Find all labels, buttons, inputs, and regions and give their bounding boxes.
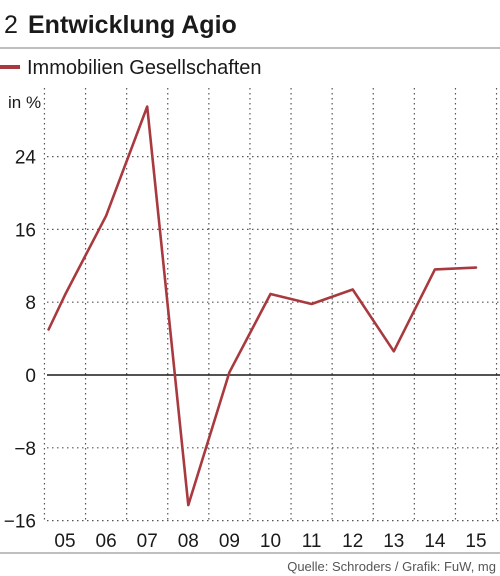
x-tick-label: 11 (302, 531, 322, 552)
y-tick-label: 0 (25, 366, 36, 387)
x-tick-label: 07 (137, 531, 158, 552)
figure-number: 2 (4, 11, 18, 39)
y-tick-label: 8 (25, 293, 36, 314)
y-axis-ticks: −16 −8 0 8 16 24 (4, 148, 37, 533)
x-axis-ticks: 05 06 07 08 09 10 11 12 13 14 15 (54, 531, 486, 552)
x-tick-label: 06 (96, 531, 117, 552)
y-tick-label: −16 (4, 512, 36, 533)
source-note: Quelle: Schroders / Grafik: FuW, mg (287, 559, 496, 574)
y-tick-label: −8 (14, 439, 36, 460)
x-tick-label: 13 (383, 531, 404, 552)
y-tick-label: 24 (15, 148, 37, 169)
series-line (47, 105, 478, 507)
x-tick-label: 08 (178, 531, 199, 552)
x-tick-label: 10 (260, 531, 281, 552)
x-tick-label: 09 (219, 531, 240, 552)
legend: Immobilien Gesellschaften (0, 57, 262, 79)
x-tick-label: 12 (342, 531, 363, 552)
chart-title: Entwicklung Agio (28, 11, 237, 39)
x-tick-label: 15 (465, 531, 486, 552)
x-tick-label: 14 (424, 531, 446, 552)
y-tick-label: 16 (15, 220, 36, 241)
grid (43, 88, 500, 522)
series-layer (47, 105, 478, 507)
y-unit-label: in % (8, 93, 41, 112)
x-tick-label: 05 (54, 531, 75, 552)
legend-label: Immobilien Gesellschaften (27, 57, 262, 79)
header: 2 Entwicklung Agio (0, 11, 500, 49)
